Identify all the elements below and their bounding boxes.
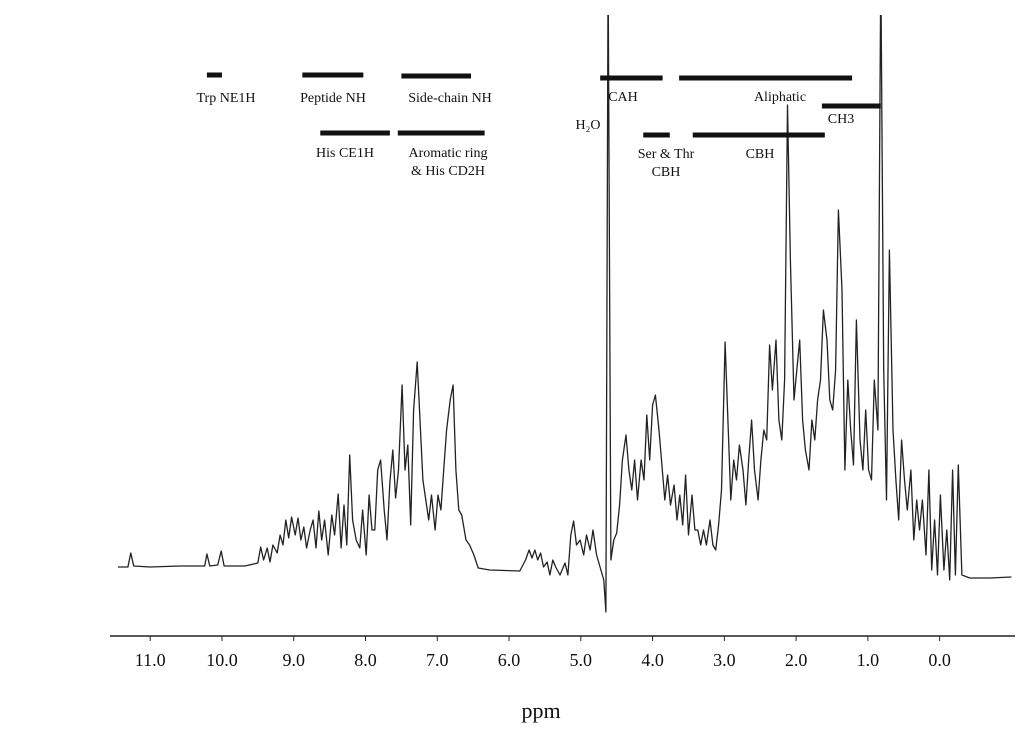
x-tick-label: 1.0 [857,650,880,670]
region-bar [692,132,825,138]
region-label: Ser & Thr [638,147,695,162]
x-tick-label: 2.0 [785,650,808,670]
x-tick-label: 4.0 [641,650,664,670]
x-tick-label: 11.0 [135,650,166,670]
region-label: Aliphatic [754,90,806,105]
spectrum-line [117,15,1012,613]
region-bar [401,73,471,79]
x-tick-label: 10.0 [206,650,238,670]
region-bar [206,72,222,78]
x-tick-label: 7.0 [426,650,449,670]
annotation: H₂O [575,118,600,133]
region-label: CH3 [828,112,854,127]
region-label: Side-chain NH [408,91,492,106]
region-label: Peptide NH [300,91,366,106]
x-tick-label: 9.0 [282,650,305,670]
x-tick-label: 8.0 [354,650,377,670]
x-tick-label: 6.0 [498,650,521,670]
region-bar [302,72,364,78]
region-bar [600,75,663,81]
region-bar [397,130,485,136]
region-label: CBH [652,165,681,180]
region-bar [320,130,390,136]
region-label: CAH [608,90,638,105]
region-bar [643,132,670,138]
region-label: Aromatic ring [409,146,488,161]
region-bar [679,75,853,81]
x-tick-label: 0.0 [928,650,951,670]
region-bar [821,103,881,109]
region-label: His CE1H [316,146,374,161]
x-tick-label: 3.0 [713,650,736,670]
region-label: & His CD2H [411,164,485,179]
spectrum-group [117,15,1012,613]
x-axis-title: ppm [521,698,560,723]
region-label: Trp NE1H [197,91,256,106]
region-label: CBH [746,147,775,162]
x-tick-label: 5.0 [570,650,593,670]
